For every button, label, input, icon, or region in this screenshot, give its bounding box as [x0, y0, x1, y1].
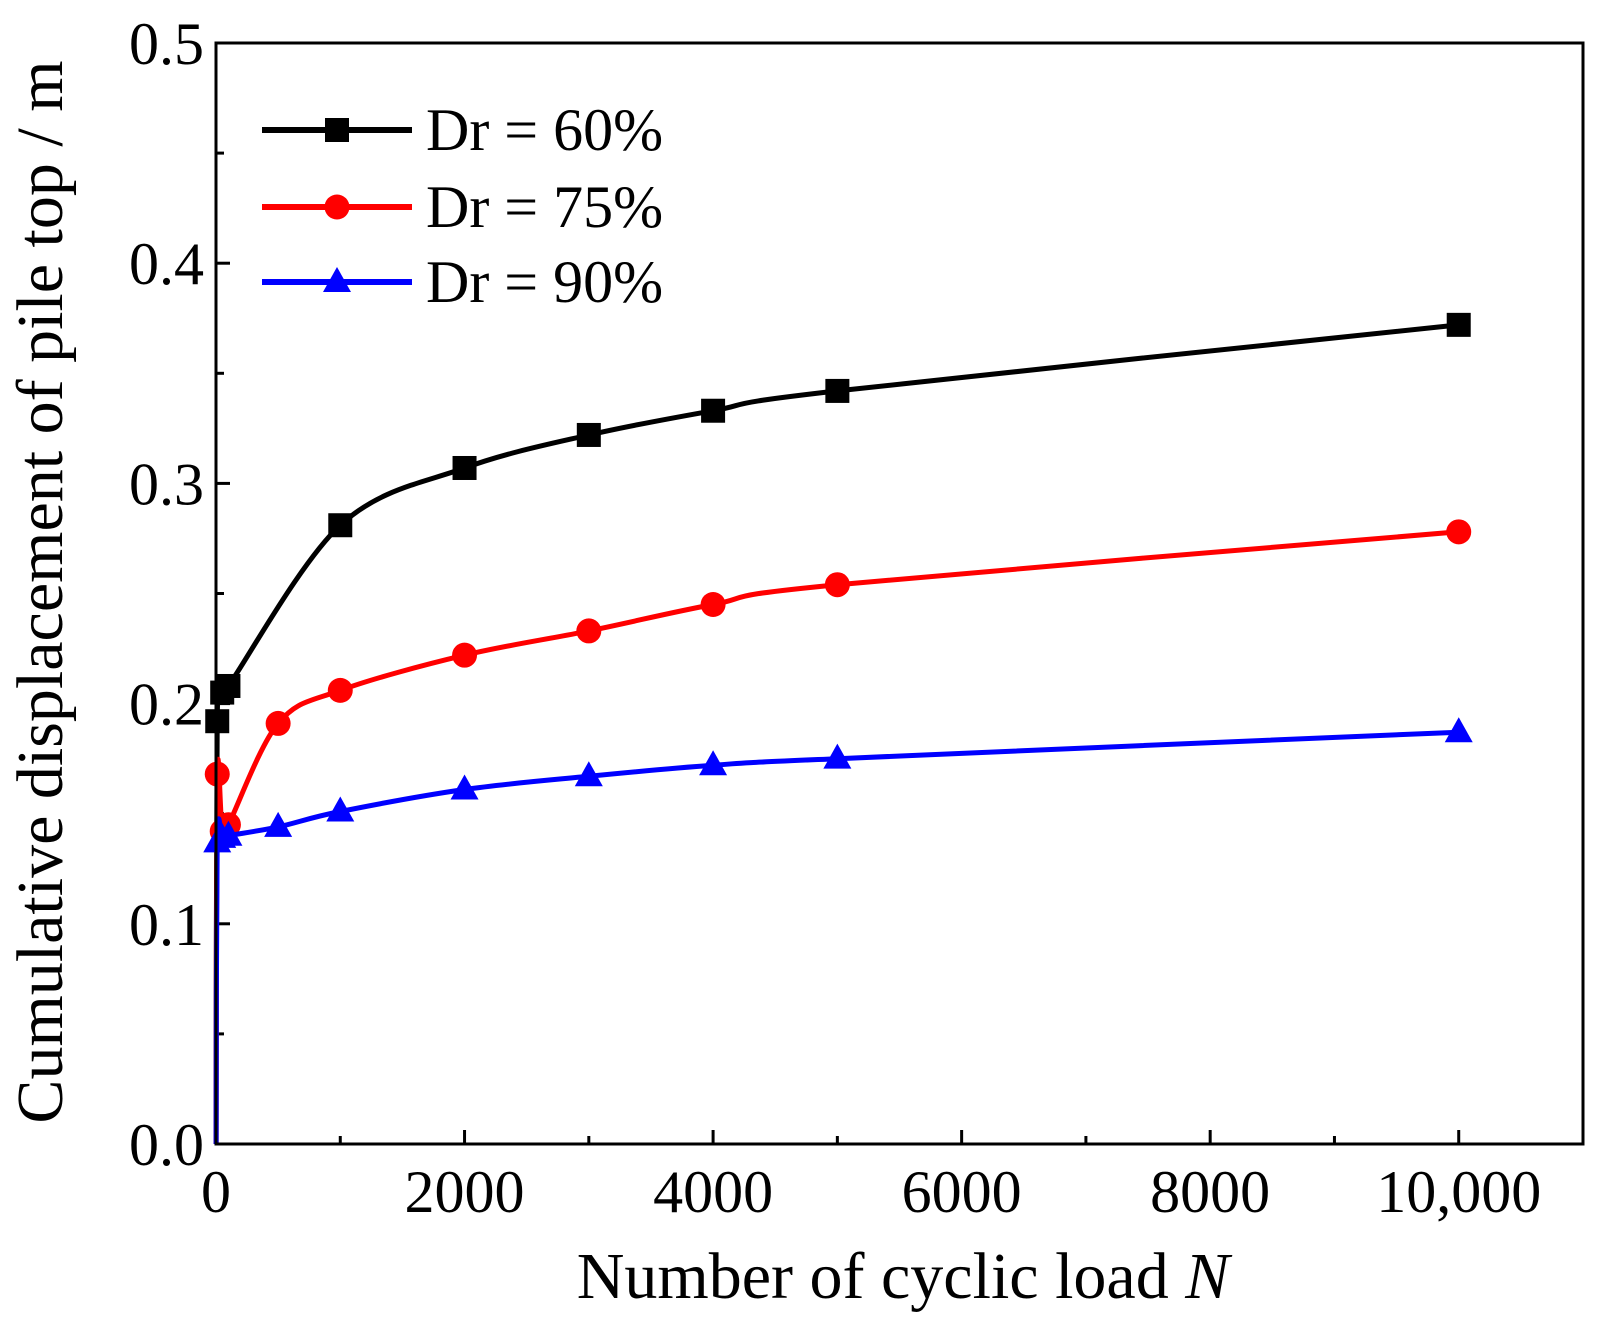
data-point: [1446, 312, 1471, 337]
data-point: [699, 750, 728, 776]
data-point: [452, 642, 478, 668]
legend-label: Dr = 75%: [426, 174, 663, 240]
series-1: [205, 312, 1471, 1145]
x-tick-label: 2000: [405, 1159, 525, 1225]
data-point: [452, 455, 477, 480]
y-axis-title: Cumulative displacement of pile top / m: [4, 60, 77, 1123]
legend-item: Dr = 60%: [262, 97, 663, 163]
x-tick-label: 0: [201, 1159, 231, 1225]
data-point: [701, 398, 726, 423]
x-axis-title-prefix: Number of cyclic load: [577, 1240, 1185, 1313]
data-point: [1444, 717, 1473, 743]
legend-label: Dr = 90%: [426, 249, 663, 315]
series-line: [213, 322, 1459, 1145]
legend-marker: [324, 194, 350, 220]
series-3: [203, 717, 1473, 1145]
y-tick-label: 0.5: [129, 11, 204, 77]
data-point: [450, 774, 479, 800]
series-2: [204, 519, 1472, 1145]
data-point: [823, 743, 852, 769]
x-axis-title-variable: N: [1184, 1240, 1233, 1313]
y-tick-label: 0.0: [129, 1112, 204, 1178]
data-point: [574, 761, 603, 787]
data-point: [327, 677, 353, 703]
series-line: [213, 729, 1459, 1145]
data-point: [216, 673, 241, 698]
y-tick-label: 0.3: [129, 451, 204, 517]
data-point: [576, 422, 601, 447]
legend-marker: [325, 118, 349, 142]
tick-labels: 0 2000 4000 6000 8000 10,000 0.0 0.1 0.2 0.3 0.4 0.…: [129, 11, 1541, 1225]
x-tick-label: 4000: [653, 1159, 773, 1225]
y-tick-label: 0.1: [129, 892, 204, 958]
plot-frame: [214, 41, 1585, 1146]
data-point: [700, 592, 726, 618]
x-axis-title: Number of cyclic load N: [577, 1240, 1233, 1313]
x-tick-label: 6000: [902, 1159, 1022, 1225]
legend-item: Dr = 90%: [262, 249, 663, 315]
x-tick-label: 10,000: [1376, 1159, 1541, 1225]
data-point: [825, 378, 850, 403]
y-tick-label: 0.4: [129, 231, 204, 297]
data-point: [264, 811, 293, 837]
legend-item: Dr = 75%: [262, 174, 663, 240]
legend-label: Dr = 60%: [426, 97, 663, 163]
data-point: [326, 796, 355, 822]
y-tick-label: 0.2: [129, 672, 204, 738]
data-point: [824, 572, 850, 598]
data-point: [328, 513, 353, 538]
data-point: [576, 618, 602, 644]
data-point: [265, 710, 291, 736]
series-layer: [203, 312, 1473, 1145]
legend: Dr = 60% Dr = 75% Dr = 90%: [262, 97, 663, 315]
x-tick-label: 8000: [1150, 1159, 1270, 1225]
legend-marker: [323, 267, 351, 292]
data-point: [214, 820, 243, 846]
data-point: [1446, 519, 1472, 545]
series-line: [213, 529, 1459, 1145]
